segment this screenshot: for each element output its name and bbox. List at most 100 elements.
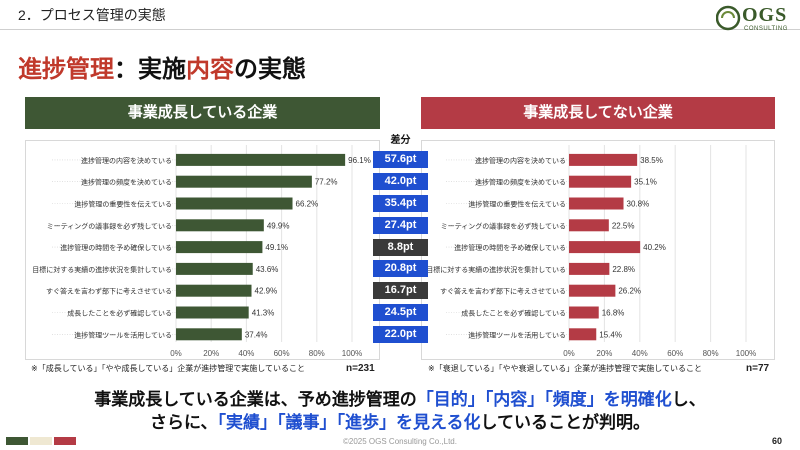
non-growing-category-label: 目標に対する実績の進捗状況を集計している <box>426 265 566 274</box>
growing-bar <box>176 197 293 210</box>
non-growing-chart-note: ※「衰退している」「やや衰退している」企業が進捗管理で実施していること <box>428 364 702 373</box>
growing-x-tick-label: 80% <box>309 349 325 358</box>
growing-value-label: 43.6% <box>256 265 279 274</box>
growing-value-label: 96.1% <box>348 156 371 165</box>
difference-badge: 42.0pt <box>373 173 428 191</box>
growing-chart-note: ※「成長している」「やや成長している」企業が進捗管理で実施していること <box>31 364 305 373</box>
growing-x-tick-label: 60% <box>274 349 290 358</box>
growing-bar <box>176 219 264 232</box>
difference-badge: 16.7pt <box>373 282 428 300</box>
section-title: 2．プロセス管理の実態 <box>18 7 166 23</box>
non-growing-bar <box>569 241 641 254</box>
title-part-1: 進捗管理 <box>18 56 114 83</box>
page-number: 60 <box>772 436 783 446</box>
growing-bar <box>176 153 346 166</box>
difference-badge: 22.0pt <box>373 325 428 343</box>
non-growing-value-label: 35.1% <box>634 178 657 187</box>
title-part-4: の実態 <box>234 56 306 83</box>
growing-x-tick-label: 0% <box>170 349 182 358</box>
non-growing-category-label: 進捗管理の頻度を決めている <box>475 178 566 187</box>
logo-subtext: CONSULTING <box>744 26 788 32</box>
non-growing-x-tick-label: 40% <box>632 349 648 358</box>
page-title: 進捗管理：実施内容の実態 <box>18 49 306 84</box>
title-part-2: ：実施 <box>114 56 186 83</box>
non-growing-category-label: 進捗管理の内容を決めている <box>475 156 566 165</box>
growing-category-label: 進捗管理の内容を決めている <box>81 156 172 165</box>
conclusion-2c: していることが判明。 <box>480 413 651 432</box>
growing-value-label: 42.9% <box>255 287 278 296</box>
growing-category-label: 成長したことを必ず確認している <box>67 309 172 318</box>
growing-value-label: 66.2% <box>296 200 319 209</box>
growing-value-label: 41.3% <box>252 309 275 318</box>
title-part-3: 内容 <box>186 56 234 83</box>
growing-bar <box>176 241 263 254</box>
non-growing-bar <box>569 175 632 188</box>
non-growing-x-tick-label: 60% <box>667 349 683 358</box>
growing-bar <box>176 306 249 319</box>
growing-category-label: 進捗管理の頻度を決めている <box>81 178 172 187</box>
growing-category-label: 目標に対する実績の進捗状況を集計している <box>32 265 172 274</box>
non-growing-value-label: 15.4% <box>599 330 622 339</box>
non-growing-value-label: 16.8% <box>602 309 625 318</box>
growing-category-label: すぐ答えを言わず部下に考えさせている <box>46 287 172 296</box>
conclusion-2b: 「実績」「議事」「進歩」を見える化 <box>217 413 481 432</box>
growing-category-label: 進捗管理ツールを活用している <box>74 330 172 339</box>
growing-value-label: 49.1% <box>265 243 288 252</box>
difference-badge: 24.5pt <box>373 304 428 321</box>
non-growing-bar <box>569 197 624 210</box>
growing-companies-header: 事業成長している企業 <box>25 97 380 129</box>
conclusion-line-1: 事業成長している企業は、予め進捗管理の「目的」「内容」「頻度」を明確化し、 <box>0 385 800 410</box>
difference-badge: 35.4pt <box>373 195 428 212</box>
growing-bar <box>176 284 252 297</box>
non-growing-value-label: 22.5% <box>612 221 635 230</box>
growing-value-label: 37.4% <box>245 330 268 339</box>
non-growing-bar <box>569 219 609 232</box>
non-growing-category-label: すぐ答えを言わず部下に考えさせている <box>440 287 566 296</box>
non-growing-category-label: 進捗管理ツールを活用している <box>468 330 566 339</box>
non-growing-companies-header: 事業成長してない企業 <box>421 97 775 129</box>
non-growing-bar <box>569 306 599 319</box>
conclusion-1a: 事業成長している企業は、予め進捗管理の <box>94 390 417 409</box>
growing-category-label: ミーティングの議事録を必ず残している <box>47 221 172 230</box>
non-growing-x-tick-label: 20% <box>596 349 612 358</box>
growing-x-tick-label: 40% <box>238 349 254 358</box>
non-growing-value-label: 30.8% <box>627 200 650 209</box>
non-growing-sample-size: n=77 <box>746 363 770 374</box>
growing-bar <box>176 262 253 275</box>
non-growing-category-label: 進捗管理の時間を予め確保している <box>454 243 566 252</box>
conclusion-1b: 「目的」「内容」「頻度」を明確化 <box>416 390 672 409</box>
non-growing-category-label: ミーティングの議事録を必ず残している <box>441 221 566 230</box>
difference-header: 差分 <box>390 135 411 146</box>
non-growing-x-tick-label: 100% <box>736 349 756 358</box>
copyright-text: ©2025 OGS Consulting Co.,Ltd. <box>343 437 457 446</box>
growing-value-label: 49.9% <box>267 221 290 230</box>
header-divider <box>0 29 800 30</box>
conclusion-1c: し、 <box>671 390 706 409</box>
growing-value-label: 77.2% <box>315 178 338 187</box>
difference-badge: 27.4pt <box>373 216 428 234</box>
non-growing-category-label: 進捗管理の重要性を伝えている <box>468 200 566 209</box>
logo-text: OGS <box>742 4 788 26</box>
growing-category-label: 進捗管理の重要性を伝えている <box>74 200 172 209</box>
footer-swatch-red <box>54 437 76 445</box>
non-growing-value-label: 38.5% <box>640 156 663 165</box>
non-growing-x-tick-label: 80% <box>703 349 719 358</box>
growing-x-tick-label: 20% <box>203 349 219 358</box>
difference-badge: 57.6pt <box>373 151 428 169</box>
non-growing-value-label: 40.2% <box>643 243 666 252</box>
non-growing-x-tick-label: 0% <box>563 349 575 358</box>
ogs-logo <box>716 5 741 31</box>
non-growing-bar <box>569 328 597 341</box>
conclusion-line-2: さらに、「実績」「議事」「進歩」を見える化していることが判明。 <box>0 408 800 433</box>
conclusion-2a: さらに、 <box>150 413 218 432</box>
growing-x-tick-label: 100% <box>342 349 362 358</box>
non-growing-bar <box>569 153 638 166</box>
non-growing-bar <box>569 284 616 297</box>
non-growing-value-label: 26.2% <box>618 287 641 296</box>
footer-swatch-beige <box>30 437 52 445</box>
non-growing-bar <box>569 262 610 275</box>
growing-bar <box>176 175 312 188</box>
non-growing-value-label: 22.8% <box>612 265 635 274</box>
growing-sample-size: n=231 <box>346 363 375 374</box>
